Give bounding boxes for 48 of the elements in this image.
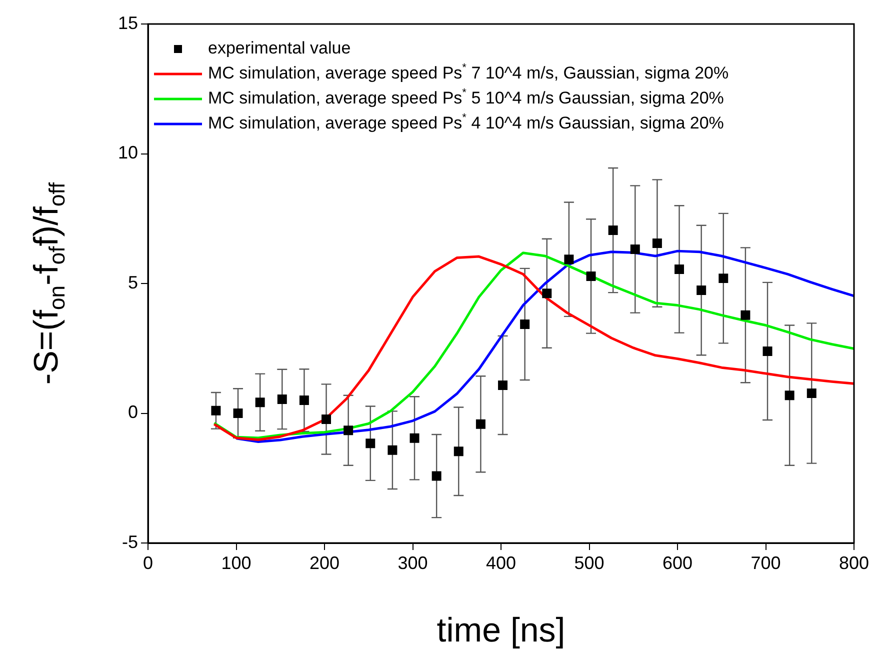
legend-label: MC simulation, average speed Ps* 5 10^4 m/s Gaussian, sigma 20%	[208, 87, 724, 108]
point	[344, 426, 354, 436]
x-tick-label: 100	[221, 552, 252, 573]
point	[652, 238, 662, 248]
point	[299, 396, 309, 406]
point	[322, 414, 332, 424]
y-tick-label: -5	[122, 532, 138, 552]
x-tick-label: 400	[486, 552, 516, 573]
point	[410, 433, 420, 443]
x-tick-label: 200	[309, 552, 340, 573]
x-axis-title: time [ns]	[436, 611, 566, 650]
x-tick-label: 0	[142, 552, 154, 573]
x-tick-label: 700	[750, 552, 781, 573]
point	[784, 390, 794, 400]
point	[740, 310, 750, 320]
point	[454, 446, 464, 456]
point	[630, 244, 640, 254]
point	[255, 398, 265, 408]
point	[388, 445, 398, 455]
point	[498, 380, 508, 390]
point	[277, 394, 287, 404]
point	[718, 274, 728, 284]
point	[762, 346, 772, 356]
point	[211, 406, 221, 416]
point	[233, 408, 243, 418]
point	[696, 286, 706, 295]
point	[806, 388, 816, 398]
x-tick-label: 800	[838, 552, 870, 573]
y-tick-label: 15	[118, 12, 138, 33]
x-tick-label: 600	[662, 552, 693, 573]
point	[542, 288, 552, 298]
y-tick-label: 5	[128, 272, 138, 292]
point	[674, 264, 684, 274]
legend-label: MC simulation, average speed Ps* 4 10^4 m/s Gaussian, sigma 20%	[208, 112, 724, 133]
point	[366, 438, 376, 448]
legend-label: experimental value	[208, 38, 351, 58]
point	[564, 254, 574, 264]
legend-label: MC simulation, average speed Ps* 7 10^4 m/s, Gaussian, sigma 20%	[208, 62, 729, 83]
point	[520, 320, 530, 329]
point	[432, 471, 442, 481]
x-tick-label: 300	[398, 552, 428, 573]
x-tick-label: 500	[574, 552, 604, 573]
y-axis-title: -S=(fon-foff)/foff	[27, 182, 70, 385]
y-tick-label: 10	[118, 142, 138, 163]
point	[586, 271, 596, 281]
point	[476, 419, 486, 429]
point	[608, 226, 618, 236]
y-tick-label: 0	[128, 402, 138, 422]
